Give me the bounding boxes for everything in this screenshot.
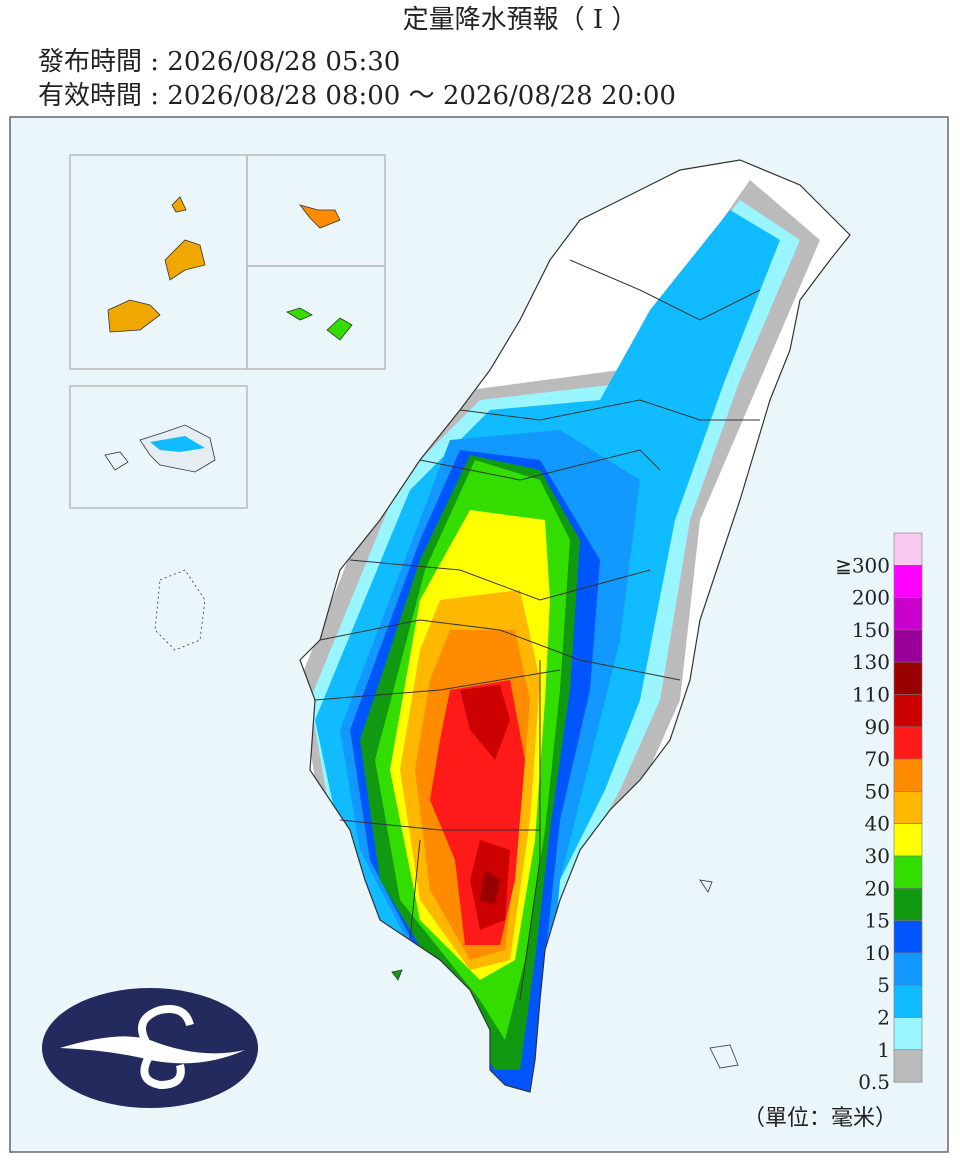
legend-swatch <box>893 597 923 631</box>
legend-label: 200 <box>852 586 890 610</box>
legend-swatch <box>893 1049 923 1083</box>
legend-label: 110 <box>852 683 890 707</box>
legend-swatch <box>893 1017 923 1051</box>
legend-swatch <box>893 984 923 1018</box>
unit-label: （單位：毫米） <box>743 1106 897 1131</box>
legend-swatch <box>893 629 923 663</box>
legend-swatch <box>893 952 923 986</box>
legend-swatch <box>893 920 923 954</box>
legend-label: 1 <box>877 1038 890 1062</box>
legend-swatch <box>893 532 923 566</box>
legend-label: 130 <box>852 650 890 674</box>
legend-label: 15 <box>865 909 890 933</box>
legend-label: 150 <box>852 618 890 642</box>
legend-swatch <box>893 694 923 728</box>
legend-label: 5 <box>877 973 890 997</box>
legend-swatch <box>893 823 923 857</box>
legend-swatch <box>893 791 923 825</box>
legend-label: 10 <box>865 941 890 965</box>
islands <box>104 196 739 1069</box>
legend-label: 30 <box>865 844 890 868</box>
inset-boxes <box>69 154 386 509</box>
legend-label: 20 <box>865 876 890 900</box>
legend-label: 50 <box>865 779 890 803</box>
legend-label: 70 <box>865 747 890 771</box>
agency-logo <box>42 988 258 1108</box>
legend: ≧300 200 150 130 110 90 70 50 40 30 20 15 10 5 2 1 0.5 <box>835 532 923 1094</box>
legend-swatch <box>893 661 923 695</box>
legend-swatch <box>893 726 923 760</box>
title: 定量降水預報（ I ） <box>403 5 638 35</box>
valid-time: 有效時間 : 2026/08/28 08:00 ～ 2026/08/28 20:… <box>38 81 676 111</box>
legend-swatch <box>893 758 923 792</box>
legend-label: 40 <box>865 812 890 836</box>
county-borders <box>314 259 761 1001</box>
issued-time: 發布時間 : 2026/08/28 05:30 <box>38 47 400 77</box>
legend-swatch <box>893 887 923 921</box>
legend-swatch <box>893 564 923 598</box>
legend-label: 0.5 <box>858 1070 890 1094</box>
legend-swatch <box>893 855 923 889</box>
coastline <box>299 159 851 1093</box>
legend-label: 2 <box>877 1006 890 1030</box>
legend-label: 90 <box>865 715 890 739</box>
legend-label: ≧300 <box>835 553 890 577</box>
